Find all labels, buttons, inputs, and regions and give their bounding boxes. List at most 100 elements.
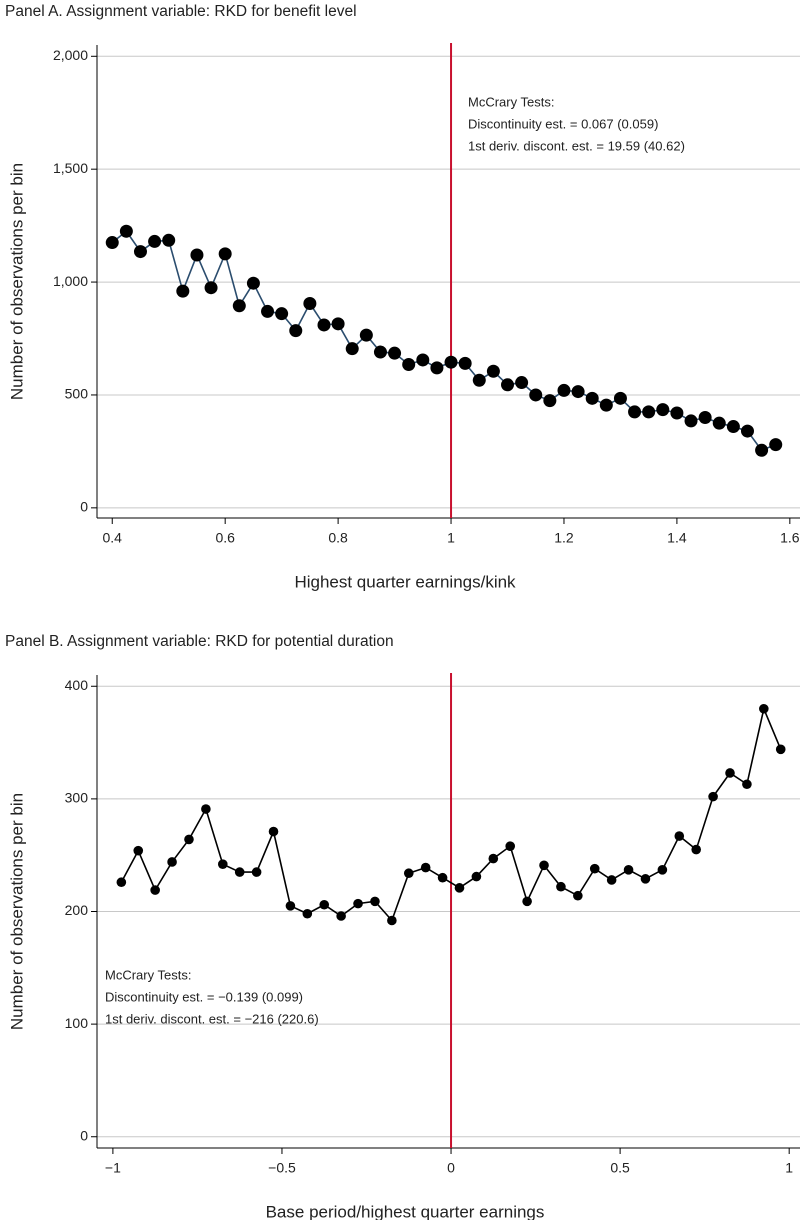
annotation: 1st deriv. discont. est. = 19.59 (40.62) <box>468 138 685 153</box>
point <box>133 245 147 259</box>
point <box>589 863 600 874</box>
y-axis-label: Number of observations per bin <box>7 163 26 400</box>
point <box>458 356 472 370</box>
y-tick-label: 400 <box>65 677 89 693</box>
point <box>403 868 414 879</box>
point <box>331 317 345 331</box>
point <box>388 346 402 360</box>
point <box>573 890 583 901</box>
y-tick-label: 300 <box>65 790 89 806</box>
annotation: McCrary Tests: <box>105 967 191 982</box>
annotation: Discontinuity est. = 0.067 (0.059) <box>468 116 658 131</box>
panel-title: Panel B. Assignment variable: RKD for po… <box>5 633 394 650</box>
point <box>623 865 634 875</box>
point <box>543 394 557 408</box>
x-tick-label: 1.4 <box>667 530 687 546</box>
point <box>119 224 133 238</box>
point <box>336 911 346 921</box>
y-tick-label: 100 <box>65 1015 89 1031</box>
point <box>217 859 228 869</box>
point <box>176 284 190 298</box>
series-line <box>120 706 782 923</box>
x-tick-label: 0.4 <box>103 530 123 546</box>
point <box>698 411 712 425</box>
y-tick-label: 2,000 <box>53 47 88 63</box>
point <box>234 867 245 877</box>
point <box>116 877 127 888</box>
y-tick-label: 200 <box>65 902 89 918</box>
point <box>268 826 279 837</box>
point <box>105 236 119 250</box>
point <box>437 872 448 883</box>
panel-title: Panel A. Assignment variable: RKD for be… <box>5 3 357 20</box>
point <box>529 388 543 402</box>
point <box>606 875 617 885</box>
point <box>674 831 685 841</box>
point <box>402 357 416 371</box>
y-axis-label: Number of observations per bin <box>7 793 26 1030</box>
annotation: McCrary Tests: <box>468 94 554 109</box>
x-tick-label: −0.5 <box>268 1160 296 1176</box>
x-tick-label: 0.8 <box>328 530 348 546</box>
point <box>642 405 656 419</box>
x-tick-label: 1 <box>447 530 455 546</box>
x-tick-label: 1.6 <box>780 530 800 546</box>
point <box>691 844 701 855</box>
point <box>726 420 740 434</box>
point <box>640 874 651 884</box>
x-tick-label: 1 <box>785 1160 793 1176</box>
point <box>430 361 444 375</box>
point <box>557 383 571 397</box>
point <box>246 276 260 290</box>
x-tick-label: −1 <box>105 1160 121 1176</box>
point <box>167 857 177 867</box>
point <box>373 345 387 359</box>
point <box>585 391 599 405</box>
point <box>755 443 769 457</box>
point <box>657 865 668 875</box>
point <box>218 247 232 261</box>
point <box>742 779 752 790</box>
point <box>319 899 330 910</box>
x-axis-label: Highest quarter earnings/kink <box>294 572 516 591</box>
point <box>505 841 516 851</box>
point <box>501 378 515 392</box>
point <box>454 883 465 893</box>
point <box>708 791 718 802</box>
point <box>184 834 194 845</box>
point <box>684 414 698 428</box>
point <box>204 281 218 295</box>
point <box>190 248 204 262</box>
point <box>656 403 670 417</box>
point <box>670 406 684 420</box>
point <box>613 391 627 405</box>
annotation: 1st deriv. discont. est. = −216 (220.6) <box>105 1011 319 1026</box>
point <box>471 871 482 882</box>
point <box>472 373 486 387</box>
y-tick-label: 500 <box>65 386 89 402</box>
point <box>599 398 613 412</box>
y-tick-label: 1,500 <box>53 160 88 176</box>
point <box>150 885 160 895</box>
point <box>251 867 262 877</box>
annotation: Discontinuity est. = −0.139 (0.099) <box>105 989 303 1004</box>
point <box>387 915 397 926</box>
x-tick-label: 0 <box>447 1160 455 1176</box>
point <box>740 424 754 438</box>
point <box>712 416 726 430</box>
x-tick-label: 1.2 <box>554 530 574 546</box>
point <box>444 355 458 369</box>
point <box>725 768 735 778</box>
point <box>232 299 246 313</box>
point <box>416 353 430 367</box>
point <box>133 845 144 856</box>
point <box>148 234 162 248</box>
point <box>571 385 585 399</box>
x-tick-label: 0.6 <box>215 530 235 546</box>
y-tick-label: 1,000 <box>53 273 88 289</box>
point <box>486 364 500 378</box>
x-axis-label: Base period/highest quarter earnings <box>266 1202 545 1220</box>
point <box>420 862 431 873</box>
